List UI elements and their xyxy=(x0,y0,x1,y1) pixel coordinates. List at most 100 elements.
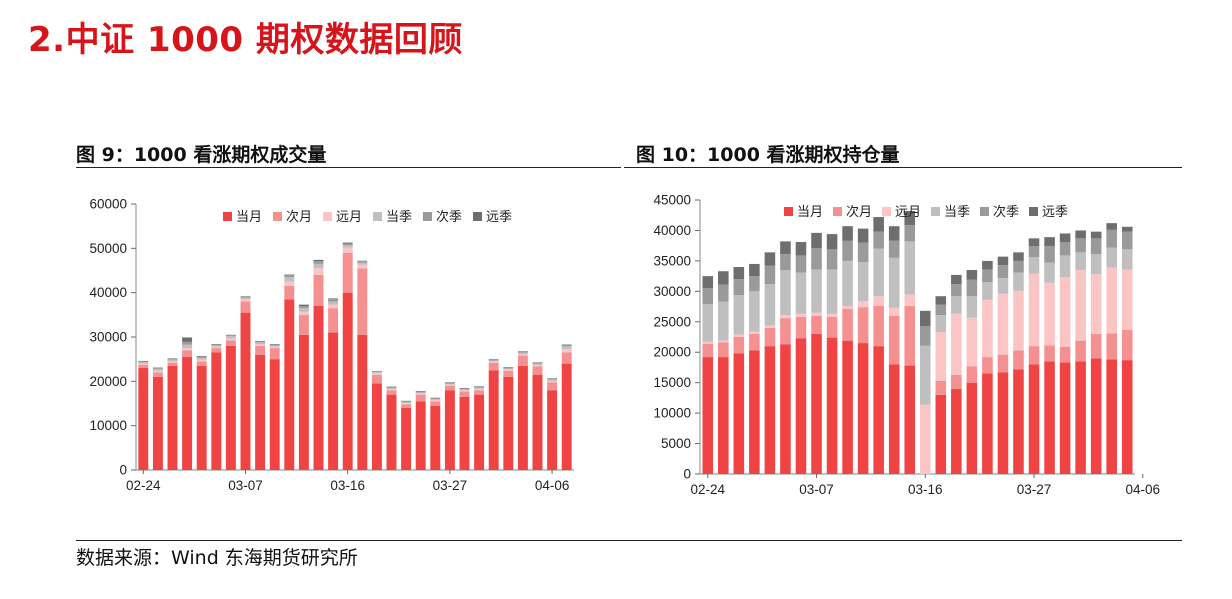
legend-swatch xyxy=(980,207,989,216)
x-tick-label: 02-24 xyxy=(126,478,161,493)
bar-segment xyxy=(1028,346,1040,365)
bar-segment xyxy=(1028,364,1040,474)
bar-segment xyxy=(298,304,309,306)
bar-segment xyxy=(167,365,178,470)
y-tick-label: 45000 xyxy=(653,193,691,208)
bar-segment xyxy=(444,385,455,391)
bar-segment xyxy=(488,370,499,470)
bar-segment xyxy=(1121,360,1133,474)
bar-segment xyxy=(430,405,441,470)
bar-segment xyxy=(749,291,760,332)
bar-segment xyxy=(182,348,193,351)
legend-label: 次月 xyxy=(286,209,312,224)
bar-segment xyxy=(357,262,368,265)
x-tick-label: 03-27 xyxy=(433,478,468,493)
bar-segment xyxy=(966,317,978,367)
bar-segment xyxy=(561,348,572,353)
bar-segment xyxy=(1121,269,1133,330)
bar-segment xyxy=(503,370,514,377)
bar-segment xyxy=(152,370,163,373)
legend-swatch xyxy=(882,207,891,216)
legend-label: 远季 xyxy=(1042,204,1068,219)
bar-segment xyxy=(503,367,514,369)
x-tick-label: 04-06 xyxy=(1126,482,1161,497)
bar-segment xyxy=(1013,350,1024,370)
bar-segment xyxy=(444,384,455,386)
chart1-top-rule xyxy=(76,167,621,168)
x-tick-label: 03-16 xyxy=(330,478,365,493)
bar-segment xyxy=(401,401,412,403)
chart-open-interest: 0 5000 10000 15000 20000 25000 30000 35000 40000… xyxy=(653,193,1161,498)
bar-segment xyxy=(357,334,368,470)
bar-segment xyxy=(811,248,822,270)
bar-segment xyxy=(857,242,869,263)
bar-segment xyxy=(764,252,776,266)
legend-swatch xyxy=(273,212,282,221)
bar-segment xyxy=(386,387,397,388)
bar-segment xyxy=(547,378,558,380)
bar-segment xyxy=(138,361,149,363)
bar-segment xyxy=(764,284,776,326)
bar-segment xyxy=(182,337,193,342)
bar-segment xyxy=(167,359,178,362)
bar-segment xyxy=(503,368,514,370)
bar-segment xyxy=(415,391,426,393)
y-tick-label: 35000 xyxy=(653,253,691,268)
bar-segment xyxy=(951,296,962,314)
bar-segment xyxy=(517,352,528,355)
x-tick-label: 03-07 xyxy=(228,478,263,493)
bar-segment xyxy=(1028,246,1040,258)
bar-segment xyxy=(764,265,776,285)
bar-segment xyxy=(951,388,962,474)
bar-segment xyxy=(517,355,528,366)
bar-segment xyxy=(733,334,745,337)
bar-segment xyxy=(873,248,884,297)
bar-segment xyxy=(561,344,572,347)
bar-segment xyxy=(430,398,441,400)
bar-segment xyxy=(313,259,324,262)
bar-segment xyxy=(1121,231,1133,250)
bar-segment xyxy=(780,315,791,319)
bar-segment xyxy=(313,268,324,275)
bar-segment xyxy=(444,383,455,385)
bar-segment xyxy=(888,315,900,365)
bar-segment xyxy=(811,232,822,249)
bar-segment xyxy=(733,266,745,280)
bar-segment xyxy=(857,343,869,474)
bar-segment xyxy=(857,301,869,308)
bar-segment xyxy=(718,284,729,302)
bar-segment xyxy=(313,263,324,269)
bar-segment xyxy=(982,357,993,374)
bar-segment xyxy=(284,281,295,287)
bar-segment xyxy=(1090,358,1102,474)
legend-label: 次季 xyxy=(436,209,462,224)
bar-segment xyxy=(459,389,470,391)
bar-segment xyxy=(702,276,714,289)
bar-segment xyxy=(702,343,714,358)
bar-segment xyxy=(152,368,163,371)
bar-segment xyxy=(459,396,470,470)
bar-segment xyxy=(1090,333,1102,359)
bar-segment xyxy=(1059,362,1071,474)
legend-swatch xyxy=(223,212,232,221)
x-tick-label: 03-27 xyxy=(1017,482,1052,497)
chart2-top-rule xyxy=(624,167,1182,168)
y-tick-label: 30000 xyxy=(89,330,127,345)
legend-label: 次季 xyxy=(993,204,1019,219)
bar-segment xyxy=(211,344,222,346)
bar-segment xyxy=(935,296,947,305)
bar-segment xyxy=(342,245,353,248)
bar-segment xyxy=(342,292,353,470)
bar-segment xyxy=(702,341,714,344)
bar-segment xyxy=(298,314,309,335)
bar-segment xyxy=(547,379,558,381)
bar-segment xyxy=(225,345,236,470)
bar-segment xyxy=(269,359,280,470)
bar-segment xyxy=(702,304,714,342)
bar-segment xyxy=(1059,346,1071,363)
bar-segment xyxy=(811,333,822,474)
bar-segment xyxy=(474,387,485,389)
bar-segment xyxy=(1059,255,1071,278)
bar-segment xyxy=(342,247,353,253)
bar-segment xyxy=(764,346,776,474)
